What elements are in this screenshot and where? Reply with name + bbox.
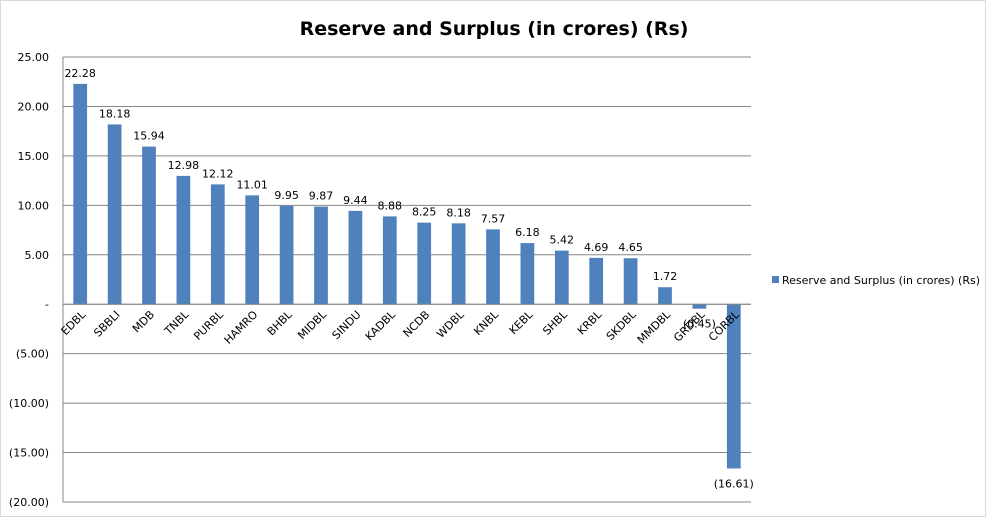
category-label: MMDBL	[635, 308, 674, 347]
data-label: 11.01	[236, 178, 268, 191]
category-label: TNBL	[161, 308, 192, 339]
bar	[142, 146, 156, 305]
data-label: 8.88	[378, 199, 403, 212]
y-tick-label: 25.00	[18, 51, 50, 64]
category-label: WDBL	[434, 308, 467, 341]
y-tick-label: (15.00)	[9, 447, 49, 460]
category-label: KADBL	[363, 308, 399, 344]
data-label: 9.87	[309, 190, 334, 203]
data-label: (16.61)	[714, 477, 754, 490]
data-label: 18.18	[99, 107, 131, 120]
data-label: 4.65	[618, 241, 643, 254]
bar	[107, 124, 122, 305]
data-label: 4.69	[584, 241, 609, 254]
category-label: BHBL	[265, 308, 296, 339]
y-tick-label: 5.00	[25, 249, 50, 262]
axes	[62, 57, 751, 502]
data-label: 1.72	[653, 270, 678, 283]
bars	[73, 83, 741, 469]
data-label: 7.57	[481, 212, 506, 225]
data-label: (0.45)	[683, 318, 716, 331]
data-label: 12.98	[168, 159, 200, 172]
data-label: 8.18	[446, 206, 471, 219]
bar	[382, 216, 397, 305]
y-tick-label: 15.00	[18, 150, 50, 163]
y-tick-label: (10.00)	[9, 397, 49, 410]
data-label: 8.25	[412, 206, 437, 219]
bar	[658, 287, 672, 305]
category-label: KEBL	[507, 308, 536, 337]
category-label: KNBL	[471, 308, 501, 338]
data-label: 5.42	[550, 234, 575, 247]
category-label: HAMRO	[222, 308, 261, 347]
gridlines	[63, 56, 751, 503]
data-label: 9.95	[274, 189, 299, 202]
bar	[210, 184, 225, 305]
bar	[692, 304, 707, 309]
data-label: 9.44	[343, 194, 368, 207]
bar	[726, 304, 741, 469]
y-tick-label: (5.00)	[16, 348, 49, 361]
bar	[451, 223, 466, 305]
legend-label: Reserve and Surplus (in crores) (Rs)	[782, 274, 980, 287]
y-tick-label: -	[45, 298, 49, 311]
data-label: 6.18	[515, 226, 540, 239]
bar	[417, 222, 432, 305]
bar	[486, 229, 500, 305]
category-label: SBBLI	[91, 308, 122, 339]
y-tick-label: 20.00	[18, 100, 50, 113]
y-axis-tick-labels: 25.00 20.00 15.00 10.00 5.00 - (5.00) (10.00) (1…	[9, 51, 49, 509]
chart-title: Reserve and Surplus (in crores) (Rs)	[300, 18, 689, 40]
category-label: MIDBL	[295, 308, 329, 342]
bar	[520, 243, 535, 305]
bar	[623, 258, 638, 305]
bar	[314, 206, 328, 305]
bar	[348, 210, 363, 305]
bar	[554, 250, 569, 305]
legend-swatch	[772, 276, 779, 283]
bar	[176, 175, 191, 305]
category-label: KRBL	[575, 308, 605, 338]
data-label: 12.12	[202, 167, 234, 180]
y-tick-label: 10.00	[18, 199, 50, 212]
y-tick-label: (20.00)	[9, 496, 49, 509]
bar	[73, 83, 88, 305]
category-label: SINDU	[330, 308, 364, 342]
category-label: NCDB	[401, 308, 433, 340]
legend: Reserve and Surplus (in crores) (Rs)	[772, 274, 980, 287]
bar	[279, 205, 294, 305]
data-label: 15.94	[133, 130, 165, 143]
bar	[245, 195, 260, 305]
bar	[589, 257, 604, 305]
category-label: SHBL	[540, 308, 570, 338]
category-label: MDB	[130, 308, 157, 335]
data-label: 22.28	[64, 67, 96, 80]
